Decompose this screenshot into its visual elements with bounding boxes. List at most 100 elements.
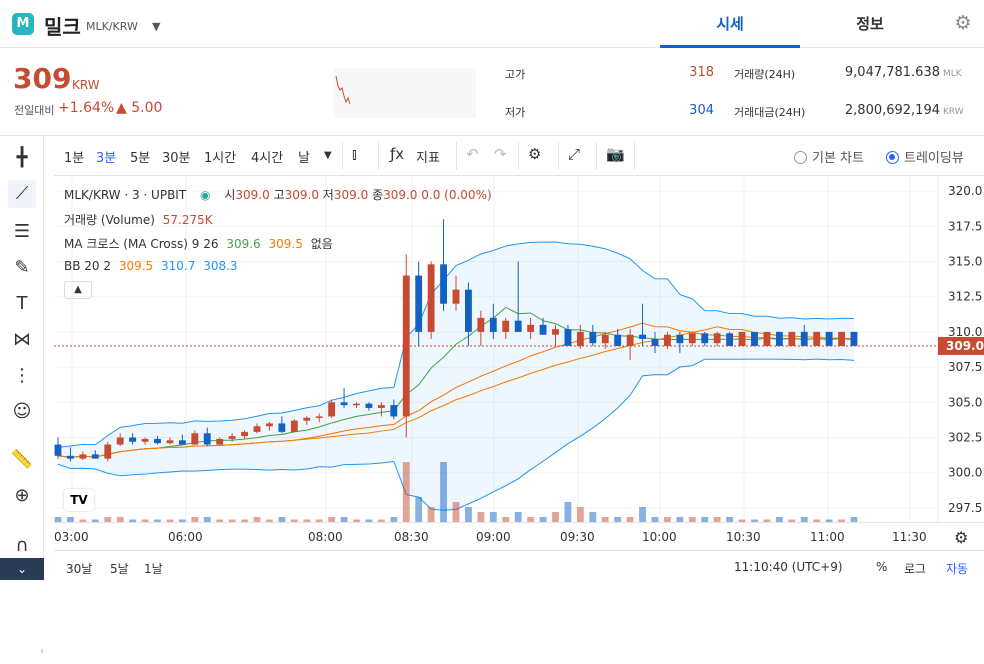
volume-bar — [576, 507, 584, 522]
timeframe-5m[interactable]: 5분 — [130, 151, 151, 166]
range-5d[interactable]: 5날 — [110, 562, 129, 576]
gear-icon[interactable]: ⚙ — [954, 12, 972, 34]
candle-body — [91, 454, 99, 459]
volume-bar — [601, 517, 609, 522]
camera-icon[interactable]: 📷 — [606, 145, 625, 163]
price-chart[interactable]: 320.0 317.5 315.0 312.5 310.0 307.5 305.0 302.5… — [54, 177, 984, 522]
toolbar-divider — [378, 142, 379, 170]
timeframe-day[interactable]: 날 — [298, 151, 310, 166]
candle-type-icon[interactable]: ⫾ — [352, 145, 357, 163]
candle-body — [241, 431, 248, 437]
candle-body — [800, 331, 808, 346]
timeframe-3m[interactable]: 3분 — [96, 151, 117, 166]
chevron-down-icon[interactable]: ▼ — [152, 20, 161, 33]
chart-area[interactable]: 320.0 317.5 315.0 312.5 310.0 307.5 305.0 302.5… — [54, 177, 984, 522]
pattern-icon[interactable]: ⋈ — [13, 329, 31, 350]
radio-basic[interactable] — [794, 151, 807, 164]
magnet-icon[interactable]: ∩ — [15, 535, 29, 556]
percent-toggle[interactable]: % — [876, 560, 888, 574]
last-price-badge — [938, 336, 984, 355]
ohlc-close: 309.0 — [383, 188, 418, 202]
legend-collapse-button[interactable]: ▲ — [64, 281, 92, 299]
change-amount: ▲ 5.00 — [116, 100, 163, 116]
coin-name[interactable]: 밀크 — [44, 15, 81, 39]
candle-body — [477, 317, 485, 332]
candle-body — [775, 331, 783, 346]
volume-bar — [303, 519, 311, 522]
redo-icon[interactable]: ↷ — [494, 145, 507, 163]
timeframe-30m[interactable]: 30분 — [162, 151, 191, 166]
candle-body — [813, 331, 821, 346]
high-label: 고가 — [505, 68, 526, 81]
text-tool-icon[interactable]: T — [16, 293, 28, 314]
tab-info[interactable]: 정보 — [856, 15, 884, 33]
basic-chart-option[interactable]: 기본 차트 — [794, 147, 864, 166]
mini-chart-line — [335, 75, 351, 105]
undo-icon[interactable]: ↶ — [466, 145, 479, 163]
time-axis[interactable]: 03:00 06:00 08:00 08:30 09:00 09:30 10:0… — [54, 522, 984, 550]
auto-toggle[interactable]: 자동 — [946, 562, 969, 576]
volume-bar — [477, 512, 485, 522]
coin-logo-icon: M — [12, 13, 34, 35]
indicators-button[interactable]: 지표 — [416, 151, 440, 166]
candle-body — [67, 455, 74, 459]
emoji-icon[interactable]: ☺ — [12, 401, 32, 422]
tab-quote[interactable]: 시세 — [660, 0, 800, 48]
brush-icon[interactable]: ✎ — [14, 257, 30, 278]
legend-ma-line[interactable]: MA 크로스 (MA Cross) 9 26 309.6 309.5 없음 — [64, 235, 333, 252]
timeframe-4h[interactable]: 4시간 — [251, 151, 284, 166]
function-icon[interactable]: ƒx — [390, 145, 405, 163]
price-tick-label: 302.5 — [948, 431, 982, 445]
clock[interactable]: 11:10:40 (UTC+9) — [734, 560, 843, 574]
ohlc-change: 0.0 (0.00%) — [421, 188, 492, 202]
volume-bar — [141, 519, 149, 522]
volume-bar — [290, 519, 298, 522]
candle-body — [328, 402, 336, 417]
candle-body — [489, 317, 497, 332]
trend-line-icon[interactable]: ⟋ — [8, 180, 36, 208]
fullscreen-icon[interactable]: ⤢ — [568, 145, 581, 163]
settings-icon[interactable]: ⚙ — [528, 145, 542, 163]
timeframe-1m[interactable]: 1분 — [64, 151, 85, 166]
volume-bar — [825, 519, 833, 522]
fib-lines-icon[interactable]: ☰ — [13, 221, 31, 242]
candle-body — [365, 403, 373, 408]
log-toggle[interactable]: 로그 — [904, 562, 927, 576]
candle-body — [154, 438, 161, 444]
volume-bar — [751, 519, 758, 522]
ruler-icon[interactable]: 📏 — [10, 449, 34, 470]
tradingview-option[interactable]: 트레이딩뷰 — [886, 147, 964, 166]
coin-pair[interactable]: MLK/KRW — [86, 20, 138, 33]
range-30d[interactable]: 30날 — [66, 562, 93, 576]
crosshair-icon[interactable]: ╋ — [16, 147, 28, 168]
bb-label: BB 20 2 — [64, 259, 111, 273]
volume-bar — [278, 517, 286, 522]
range-1d[interactable]: 1날 — [144, 562, 163, 576]
volume-bar — [415, 497, 423, 522]
volume-bar — [166, 519, 174, 522]
legend-bb-line[interactable]: BB 20 2 309.5 310.7 308.3 — [64, 259, 238, 273]
timeframe-1h[interactable]: 1시간 — [204, 151, 237, 166]
last-price-label: 309.0 — [946, 339, 984, 353]
candle-body — [726, 333, 734, 346]
bb-upper-line — [57, 241, 855, 448]
volume-value: 9,047,781.638 — [844, 65, 940, 80]
candle-body — [614, 334, 622, 346]
volume-bar — [614, 517, 622, 522]
chevron-down-icon[interactable]: ▼ — [324, 150, 332, 161]
volume-bar — [726, 517, 734, 522]
volume-bar — [315, 519, 323, 522]
time-tick: 11:00 — [810, 530, 845, 544]
change-label: 전일대비 — [14, 104, 55, 117]
prediction-icon[interactable]: ⋮ — [13, 365, 31, 386]
zoom-in-icon[interactable]: ⊕ — [14, 485, 30, 506]
chevron-left-icon[interactable]: ‹ — [40, 646, 44, 657]
axis-settings-icon[interactable]: ⚙ — [954, 528, 969, 547]
candle-body — [303, 417, 311, 421]
legend-volume-line[interactable]: 거래량 (Volume) 57.275K — [64, 211, 213, 228]
radio-tradingview[interactable] — [886, 151, 899, 164]
time-tick: 11:30 — [892, 530, 927, 544]
legend-title: MLK/KRW · 3 · UPBIT — [64, 188, 187, 202]
volume-bar — [54, 517, 62, 522]
chevron-down-icon[interactable]: ⌄ — [0, 558, 44, 580]
